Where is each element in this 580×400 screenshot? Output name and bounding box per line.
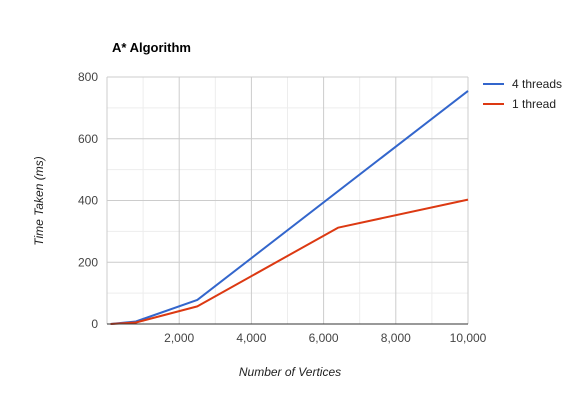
x-tick-label: 8,000 (381, 331, 411, 345)
y-tick-label: 0 (91, 317, 98, 331)
y-tick-label: 400 (78, 194, 98, 208)
tick-labels: 2,000 4,000 6,000 8,000 10,000 0 200 400 600 800 (78, 70, 487, 345)
y-tick-label: 200 (78, 255, 98, 269)
y-tick-label: 600 (78, 132, 98, 146)
x-tick-label: 6,000 (309, 331, 339, 345)
series-line-2 (110, 198, 469, 325)
grid (106, 76, 469, 324)
series-line-1 (110, 90, 469, 325)
chart-title: A* Algorithm (112, 40, 191, 55)
legend: 4 threads 1 thread (483, 77, 562, 111)
x-tick-label: 4,000 (236, 331, 266, 345)
x-tick-label: 2,000 (164, 331, 194, 345)
y-tick-label: 800 (78, 70, 98, 84)
x-axis-label: Number of Vertices (239, 365, 341, 379)
series-layer (110, 90, 469, 325)
y-axis-label: Time Taken (ms) (32, 156, 46, 245)
legend-label-1: 4 threads (512, 77, 562, 91)
x-tick-label: 10,000 (450, 331, 487, 345)
legend-label-2: 1 thread (512, 97, 556, 111)
